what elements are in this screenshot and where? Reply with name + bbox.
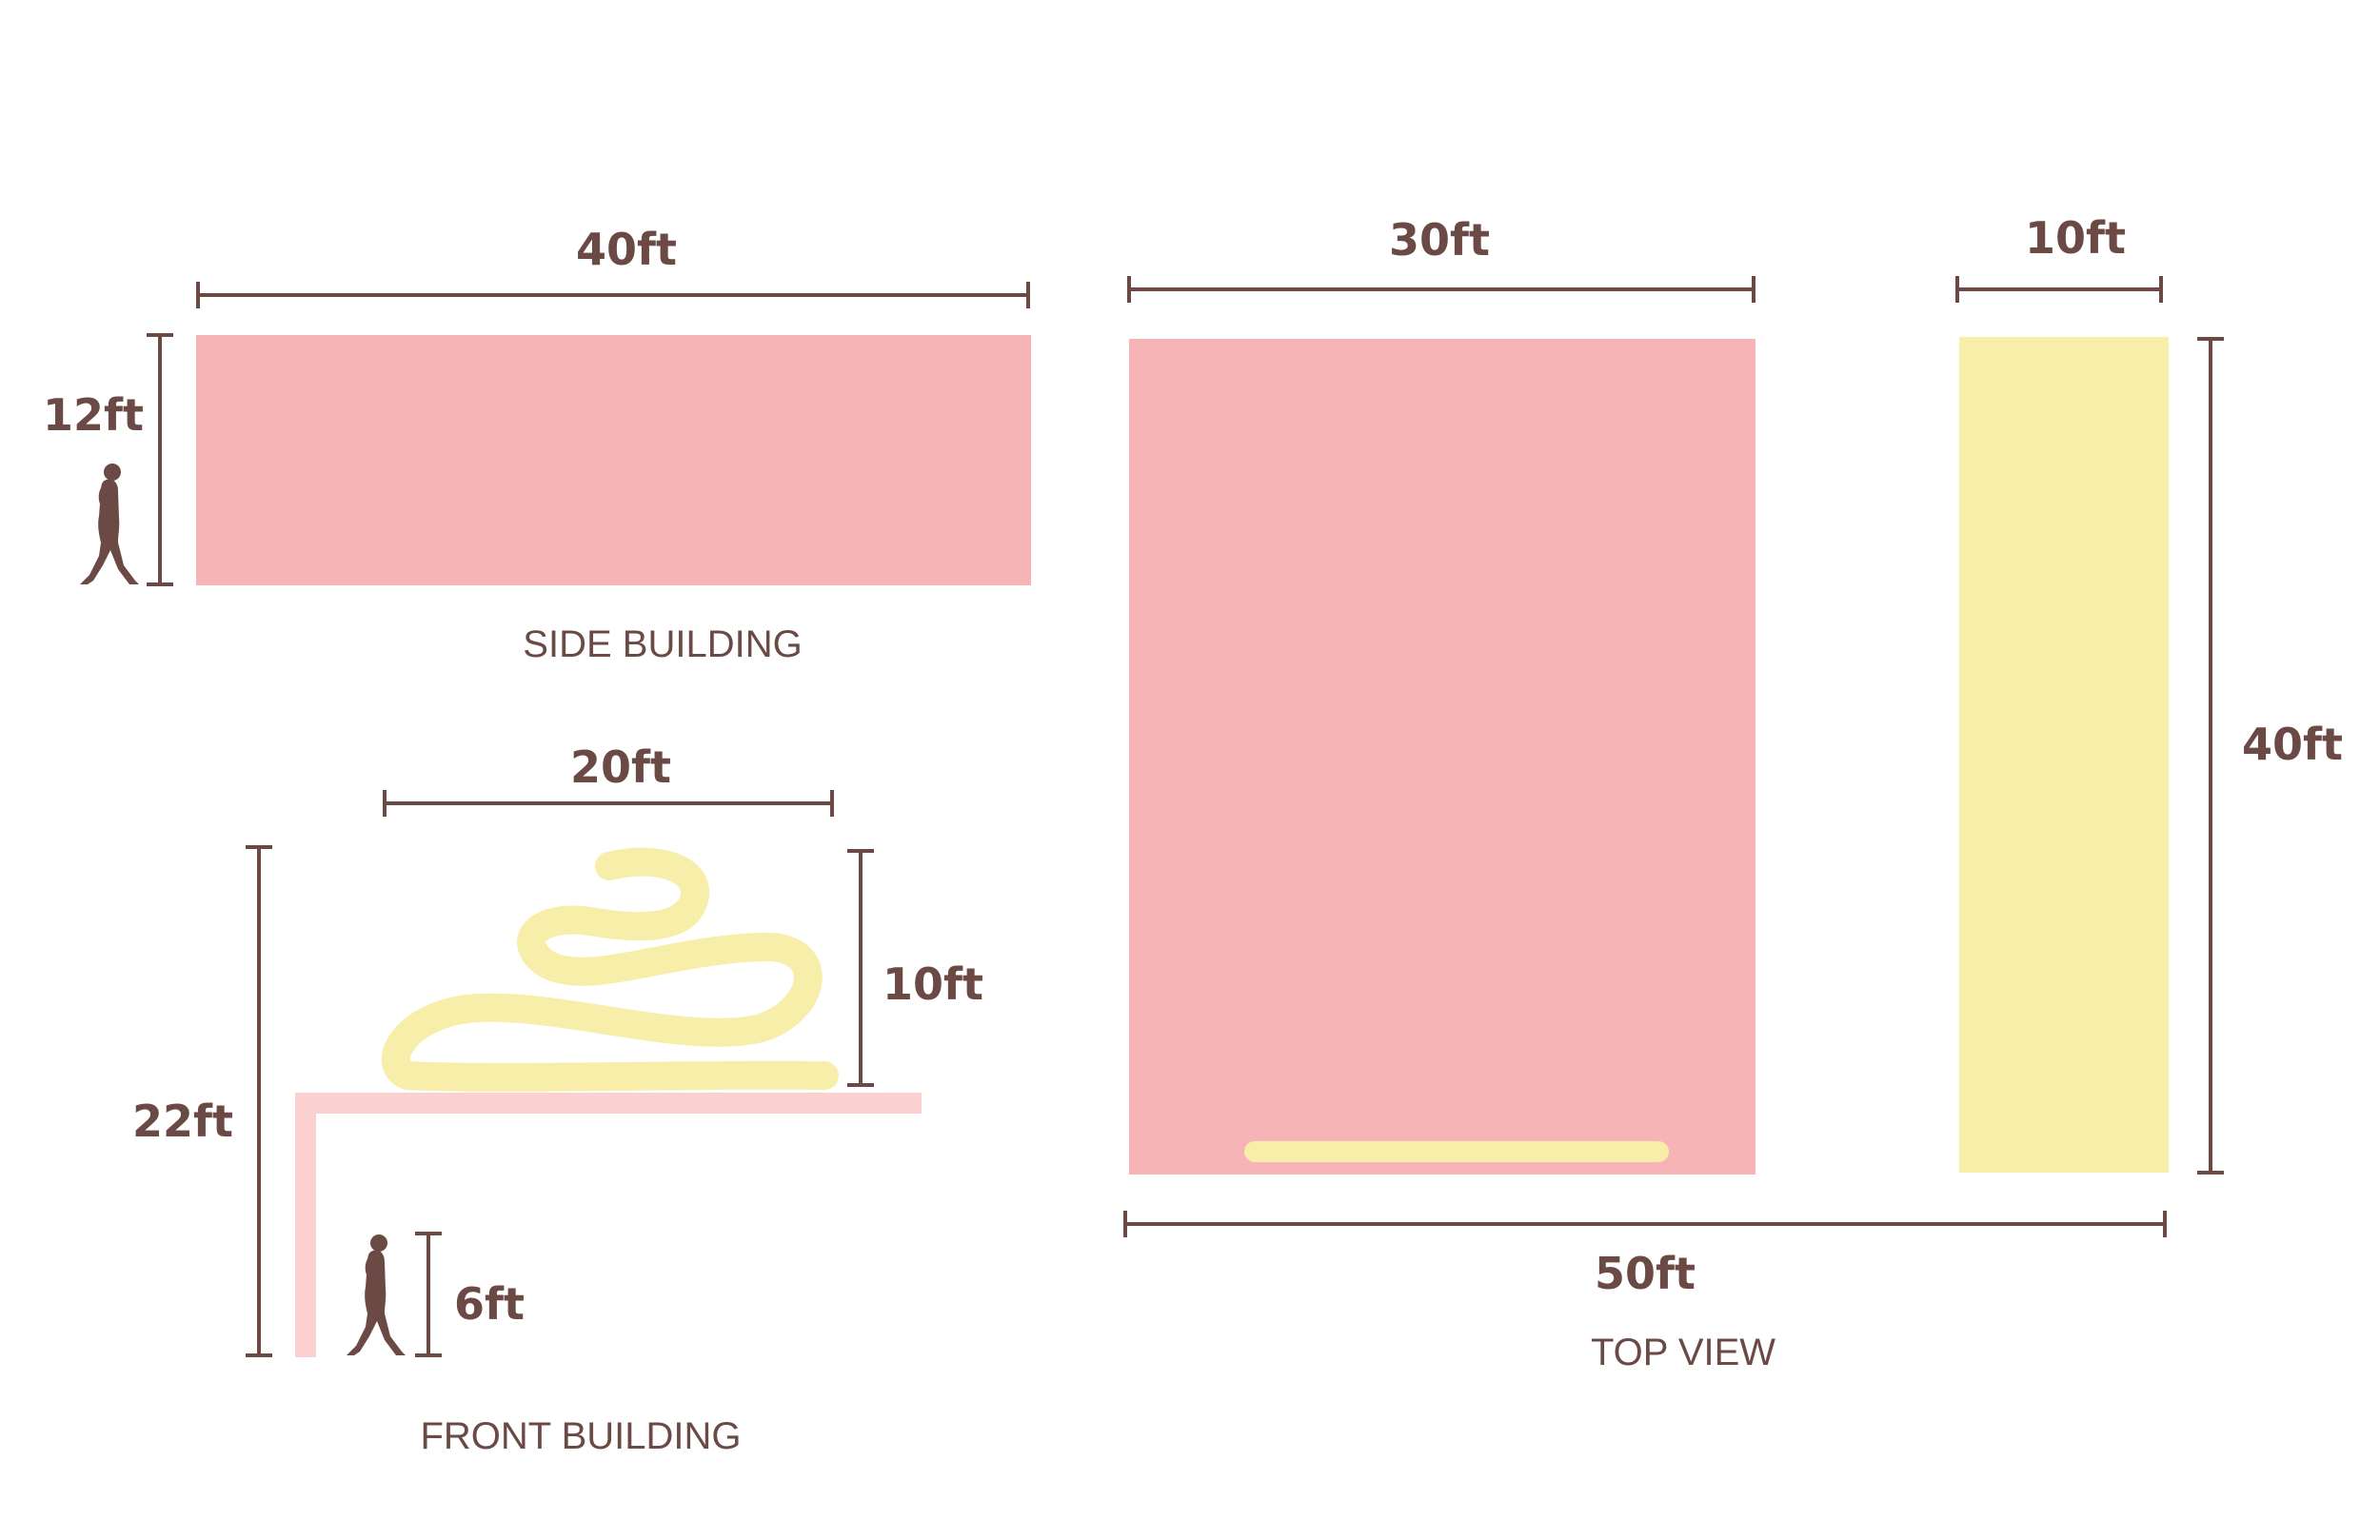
sculpture-height-label: 10ft [883,958,983,1010]
depth-label: 40ft [2242,719,2343,770]
building-width-label: 30ft [1389,214,1490,266]
top-view: 30ft 10ft 40ft 50ft TOP VIEW [1123,212,2343,1373]
front-building-wall [295,1093,316,1357]
strip-width-label: 10ft [2025,212,2126,264]
person-walking-icon [80,464,139,584]
front-building: 20ft 10ft 22ft 6ft FRONT BUILDING [132,741,983,1457]
sculpture-width-label: 20ft [570,741,671,793]
total-width-label: 50ft [1595,1248,1696,1299]
side-width-label: 40ft [576,224,677,275]
front-building-roof [295,1093,922,1114]
total-height-label: 22ft [132,1096,233,1147]
side-height-label: 12ft [43,389,144,441]
side-building-shape [196,335,1031,585]
person-walking-icon [347,1234,406,1355]
side-building-caption: SIDE BUILDING [523,623,802,665]
top-strip-shape [1959,337,2169,1173]
top-view-caption: TOP VIEW [1591,1332,1775,1373]
person-height-label: 6ft [454,1278,525,1330]
sculpture-shape [381,847,839,1092]
top-building-shape [1129,339,1755,1175]
side-building: 40ft 12ft SIDE BUILDING [43,224,1031,665]
front-building-caption: FRONT BUILDING [420,1415,741,1457]
